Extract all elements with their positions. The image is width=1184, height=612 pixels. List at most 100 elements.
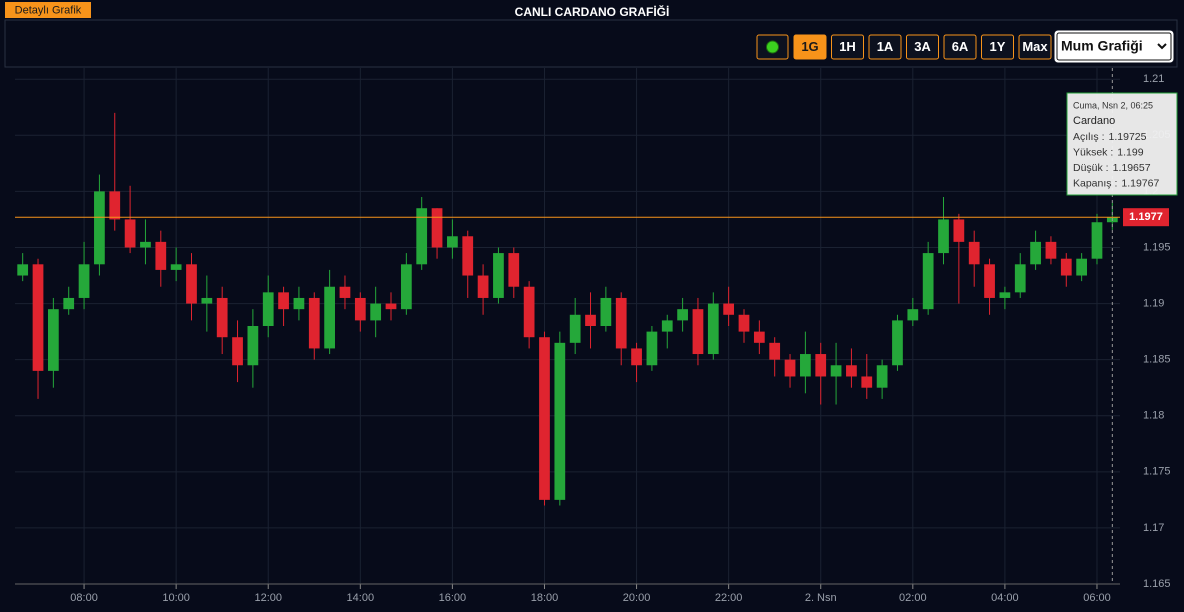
range-button[interactable] xyxy=(793,34,827,60)
candle-body xyxy=(585,314,596,326)
candle-body xyxy=(615,297,627,349)
candle-body xyxy=(109,191,121,220)
select-label[interactable]: Mum Grafiği xyxy=(1061,38,1143,54)
candle-body xyxy=(216,297,228,338)
x-tick-label: 22:00 xyxy=(715,592,743,604)
tooltip-row: Düşük : 1.19657 xyxy=(1073,162,1151,174)
candle-body xyxy=(493,253,504,298)
select-arrow xyxy=(1157,43,1167,50)
candle-body xyxy=(186,264,197,304)
y-tick-label: 1.21 xyxy=(1143,73,1164,85)
candle-body xyxy=(661,320,673,332)
tooltip-label: Açılış : xyxy=(1073,131,1105,143)
candle-body xyxy=(539,337,550,500)
range-button-label[interactable]: 1Y xyxy=(990,39,1006,54)
candle-body xyxy=(170,264,182,270)
candle-body xyxy=(800,354,811,377)
candle-body xyxy=(508,253,520,287)
candle-body xyxy=(569,314,581,343)
candle-body xyxy=(1091,222,1103,259)
range-button-label[interactable]: 6A xyxy=(952,39,969,54)
detail-button[interactable] xyxy=(5,2,91,18)
candle-body xyxy=(416,208,428,265)
tooltip-box xyxy=(1066,92,1178,196)
candle-body xyxy=(1076,258,1088,276)
range-button-label[interactable]: 1A xyxy=(877,39,894,54)
candle-body xyxy=(94,191,105,265)
candle-body xyxy=(201,297,213,304)
candle-body xyxy=(815,354,827,377)
candle-body xyxy=(738,314,750,332)
detail-button-label[interactable]: Detaylı Grafik xyxy=(15,4,82,16)
candle-body xyxy=(1045,241,1057,259)
candle-body xyxy=(1014,264,1026,293)
tooltip-value: 1.19767 xyxy=(1121,177,1159,189)
candle-body xyxy=(140,241,151,248)
y-tick-label: 1.18 xyxy=(1143,410,1164,422)
x-tick-label: 06:00 xyxy=(1083,592,1111,604)
candle-body xyxy=(370,303,382,321)
tooltip-row: Açılış : 1.19725 xyxy=(1073,131,1147,143)
candle-body xyxy=(600,297,612,326)
candle-body xyxy=(462,236,474,276)
candle-body xyxy=(953,219,965,242)
candle-body xyxy=(922,253,934,310)
range-button[interactable] xyxy=(868,34,902,60)
range-button[interactable] xyxy=(943,34,977,60)
tooltip-name: Cardano xyxy=(1073,115,1115,127)
x-tick-label: 16:00 xyxy=(439,592,467,604)
tooltip-label: Yüksek : xyxy=(1073,146,1113,158)
candle-body xyxy=(431,208,443,248)
range-button[interactable] xyxy=(831,34,864,60)
tooltip-row: Yüksek : 1.199 xyxy=(1073,146,1144,158)
candle-body xyxy=(554,342,566,500)
x-tick-label: 14:00 xyxy=(347,592,375,604)
candle-body xyxy=(723,303,735,315)
candle-body xyxy=(1030,241,1041,265)
y-tick-label: 1.195 xyxy=(1143,241,1171,253)
x-tick-label: 02:00 xyxy=(899,592,927,604)
candle-body xyxy=(293,297,305,310)
candle-body xyxy=(124,219,136,248)
candle-body xyxy=(677,309,688,321)
range-button-label[interactable]: 3A xyxy=(914,39,931,54)
x-tick-label: 08:00 xyxy=(70,592,98,604)
candle-body xyxy=(339,286,351,298)
range-button[interactable] xyxy=(1018,34,1052,60)
candle-body xyxy=(32,264,44,371)
candle-body xyxy=(262,292,274,326)
candle-body xyxy=(984,264,995,298)
candle-body xyxy=(385,303,397,310)
range-button-label[interactable]: 1H xyxy=(839,39,856,54)
y-tick-label: 1.19 xyxy=(1143,297,1164,309)
candle-body xyxy=(631,348,642,366)
candle-body xyxy=(155,241,167,270)
candle-body xyxy=(232,337,243,366)
current-price-label: 1.1977 xyxy=(1129,211,1163,223)
candle-body xyxy=(354,297,366,321)
range-button-label[interactable]: Max xyxy=(1022,39,1048,54)
candle-body xyxy=(523,286,535,338)
candle-body xyxy=(247,326,259,366)
x-tick-label: 2. Nsn xyxy=(805,592,837,604)
y-tick-label: 1.165 xyxy=(1143,578,1171,590)
range-button[interactable] xyxy=(906,34,939,60)
range-button-label[interactable]: 1G xyxy=(801,39,818,54)
candle-body xyxy=(968,241,980,265)
candle-body xyxy=(400,264,412,310)
tooltip-value: 1.199 xyxy=(1117,146,1143,158)
candle-body xyxy=(47,309,59,371)
range-button[interactable] xyxy=(981,34,1014,60)
y-tick-label: 1.185 xyxy=(1143,354,1171,366)
candle-body xyxy=(692,309,704,355)
tooltip-date: Cuma, Nsn 2, 06:25 xyxy=(1073,100,1153,110)
x-tick-label: 10:00 xyxy=(162,592,190,604)
candle-body xyxy=(876,365,888,388)
candle-body xyxy=(477,275,489,298)
candle-body xyxy=(447,236,458,248)
candle-body xyxy=(278,292,289,310)
x-tick-label: 12:00 xyxy=(254,592,282,604)
